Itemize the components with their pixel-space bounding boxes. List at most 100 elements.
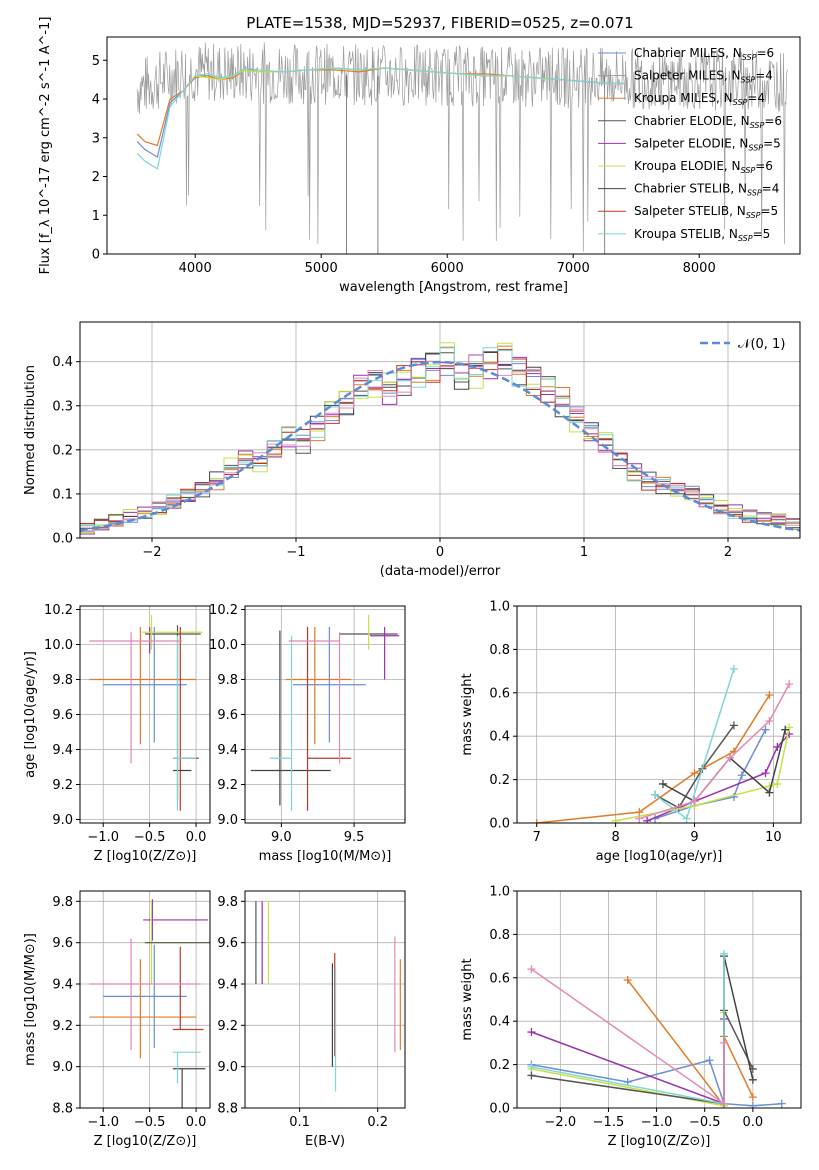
legend-label: 𝒩(0, 1) [738,337,785,352]
y-tick-label: 0.4 [489,730,510,745]
x-tick-label: 0.0 [186,1115,207,1130]
y-axis-label: Flux [f_λ 10^-17 erg cm^-2 s^-1 A^-1] [38,17,53,275]
age_vs_Z-panel: −1.0 −0.5 0.0 9.0 9.2 9.4 9.6 9.8 10.0 10.2 Z [log… [23,603,211,864]
legend-label: Chabrier ELODIE, NSSP=6 [634,114,782,130]
mass_vs_ebv-panel: 0.1 0.2 8.8 9.0 9.2 9.4 9.6 9.8 E(B-V) [217,890,406,1149]
weight-marker [781,725,790,734]
age_vs_mass-panel: 9.0 9.5 9.0 9.2 9.4 9.6 9.8 10.0 10.2 mass [log10… [209,603,406,864]
legend-label: Kroupa STELIB, NSSP=5 [634,227,770,243]
weight-marker [748,1093,757,1102]
weight-marker [729,664,738,673]
x-tick-label: 1 [580,545,588,560]
legend-subscript: SSP [747,189,762,198]
y-tick-label: 10.2 [44,603,73,618]
weight-marker [765,690,774,699]
weight-marker [611,816,620,823]
y-tick-label: 1.0 [489,885,510,900]
y-tick-label: 9.6 [52,936,73,951]
weight-marker [748,1101,757,1108]
y-tick-label: 4 [92,93,100,108]
legend-label: Chabrier MILES, NSSP=6 [634,46,774,62]
weight-marker [719,1099,728,1108]
x-axis-label: Z [log10(Z/Z⊙)] [94,849,197,864]
weight-marker [765,717,774,726]
y-tick-label: 0 [92,248,100,263]
legend-label: Kroupa ELODIE, NSSP=6 [634,159,773,175]
weight-marker [719,1038,728,1047]
histogram-step [80,349,800,524]
legend-subscript: SSP [733,98,748,107]
x-axis-label: E(B-V) [305,1134,345,1149]
x-tick-label: 5000 [305,261,338,276]
y-tick-label: 0.1 [52,487,73,502]
weight-marker [785,680,794,689]
plot-area [527,949,786,1108]
weight-marker [761,769,770,778]
y-tick-label: 3 [92,131,100,146]
y-tick-label: 9.0 [52,1060,73,1075]
weight-marker [729,792,738,801]
y-tick-label: 0.0 [489,1102,510,1117]
legend-subscript: SSP [742,53,757,62]
x-tick-label: −0.5 [689,1115,721,1130]
weight-marker [737,771,746,780]
y-tick-label: 9.6 [217,708,238,723]
legend-subscript: SSP [738,234,753,243]
plot-area [250,614,400,811]
weight-marker [690,797,699,806]
x-tick-label: −2.0 [545,1115,577,1130]
axes-frame [244,605,406,824]
y-tick-label: 10.2 [209,603,238,618]
legend-subscript: SSP [746,211,761,220]
weight-marker [690,769,699,778]
x-tick-label: 9.5 [344,830,365,845]
x-tick-label: 4000 [179,261,212,276]
y-tick-label: 8.8 [52,1102,73,1117]
weight-marker [729,721,738,730]
x-tick-label: −1 [286,545,305,560]
x-tick-label: 9.0 [271,830,292,845]
x-tick-label: −2 [142,545,161,560]
weight-marker [532,819,541,823]
weight-marker [527,1062,536,1071]
x-tick-label: 7000 [557,261,590,276]
legend-suffix: =5 [760,204,778,218]
y-tick-label: 0.4 [52,355,73,370]
axes-frame [244,890,406,1109]
plot-area [136,42,788,254]
axes-frame [79,890,211,1109]
y-tick-label: 9.0 [217,813,238,828]
y-tick-label: 9.4 [52,978,73,993]
y-tick-label: 0.6 [489,686,510,701]
weight-marker [748,1075,757,1084]
y-tick-label: 9.2 [52,778,73,793]
legend-label: Salpeter ELODIE, NSSP=5 [634,136,781,152]
y-tick-label: 0.2 [52,443,73,458]
residuals-panel: −2 −1 0 1 2 0.0 0.1 0.2 0.3 0.4 (data-model)/error… [23,321,801,579]
x-tick-label: 0.0 [743,1115,764,1130]
x-tick-label: 8000 [683,261,716,276]
weight-marker [527,965,536,974]
legend-label: Salpeter STELIB, NSSP=5 [634,204,778,220]
weight-line [536,694,771,823]
legend-suffix: =5 [753,227,771,241]
legend-suffix: =6 [756,46,774,60]
x-axis-label: mass [log10(M/M⊙)] [259,849,392,864]
y-tick-label: 9.8 [52,673,73,688]
x-axis-label: Z [log10(Z/Z⊙)] [608,1134,711,1149]
weight-marker [765,788,774,797]
plot-area [80,342,800,535]
y-axis-label: mass weight [460,673,475,755]
weight-marker [777,1099,786,1108]
plot-area [532,664,794,823]
weight-marker [773,743,782,752]
y-tick-label: 0.8 [489,643,510,658]
axes-frame [516,605,802,824]
weight-marker [705,1056,714,1065]
axes-frame [79,605,211,824]
massweight_vs_age-panel: 7 8 9 10 0.0 0.2 0.4 0.6 0.8 1.0 age [log10(age/yr… [460,600,802,864]
legend-suffix: =4 [747,91,765,105]
plot-area [89,899,210,1108]
y-tick-label: 10.0 [44,638,73,653]
